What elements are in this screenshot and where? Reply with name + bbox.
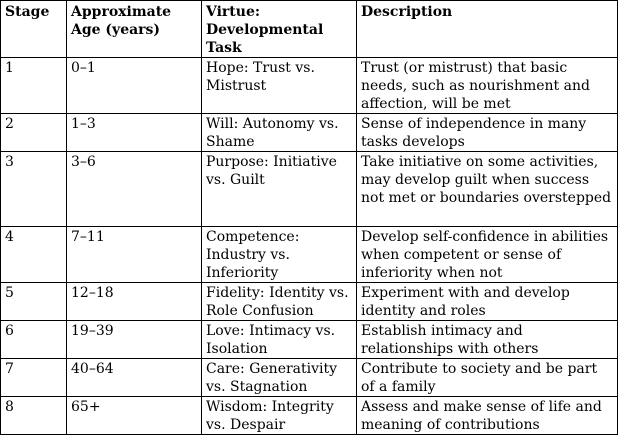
virtue-cell: Hope: Trust vs. Mistrust <box>201 57 357 114</box>
table-row: 4 7–11 Competence: Industry vs. Inferior… <box>0 226 618 283</box>
description-cell: Contribute to society and be part of a f… <box>356 358 618 397</box>
description-cell: Assess and make sense of life and meanin… <box>356 396 618 435</box>
table-row: 5 12–18 Fidelity: Identity vs. Role Conf… <box>0 282 618 321</box>
table-row: 6 19–39 Love: Intimacy vs. Isolation Est… <box>0 320 618 359</box>
stage-cell: 5 <box>0 282 67 321</box>
age-cell: 1–3 <box>66 113 202 152</box>
table-row: 8 65+ Wisdom: Integrity vs. Despair Asse… <box>0 396 618 435</box>
description-cell: Experiment with and develop identity and… <box>356 282 618 321</box>
stage-cell: 3 <box>0 151 67 227</box>
description-cell: Establish intimacy and relationships wit… <box>356 320 618 359</box>
age-cell: 19–39 <box>66 320 202 359</box>
description-cell: Develop self-confidence in abilities whe… <box>356 226 618 283</box>
virtue-cell: Care: Generativity vs. Stagnation <box>201 358 357 397</box>
stage-cell: 6 <box>0 320 67 359</box>
header-virtue: Virtue: Developmental Task <box>201 0 357 58</box>
description-cell: Take initiative on some activities, may … <box>356 151 618 227</box>
age-cell: 7–11 <box>66 226 202 283</box>
table-row: 2 1–3 Will: Autonomy vs. Shame Sense of … <box>0 113 618 152</box>
table-row: 3 3–6 Purpose: Initiative vs. Guilt Take… <box>0 151 618 227</box>
virtue-cell: Fidelity: Identity vs. Role Confusion <box>201 282 357 321</box>
virtue-cell: Wisdom: Integrity vs. Despair <box>201 396 357 435</box>
stage-cell: 4 <box>0 226 67 283</box>
virtue-cell: Love: Intimacy vs. Isolation <box>201 320 357 359</box>
virtue-cell: Will: Autonomy vs. Shame <box>201 113 357 152</box>
age-cell: 3–6 <box>66 151 202 227</box>
stage-cell: 7 <box>0 358 67 397</box>
age-cell: 65+ <box>66 396 202 435</box>
age-cell: 12–18 <box>66 282 202 321</box>
age-cell: 40–64 <box>66 358 202 397</box>
stage-cell: 2 <box>0 113 67 152</box>
table-row: 7 40–64 Care: Generativity vs. Stagnatio… <box>0 358 618 397</box>
header-row: Stage Approximate Age (years) Virtue: De… <box>0 0 618 58</box>
age-cell: 0–1 <box>66 57 202 114</box>
stage-cell: 1 <box>0 57 67 114</box>
table-row: 1 0–1 Hope: Trust vs. Mistrust Trust (or… <box>0 57 618 114</box>
header-age: Approximate Age (years) <box>66 0 202 58</box>
virtue-cell: Competence: Industry vs. Inferiority <box>201 226 357 283</box>
description-cell: Trust (or mistrust) that basic needs, su… <box>356 57 618 114</box>
header-description: Description <box>356 0 618 58</box>
header-stage: Stage <box>0 0 67 58</box>
description-cell: Sense of independence in many tasks deve… <box>356 113 618 152</box>
stage-cell: 8 <box>0 396 67 435</box>
virtue-cell: Purpose: Initiative vs. Guilt <box>201 151 357 227</box>
